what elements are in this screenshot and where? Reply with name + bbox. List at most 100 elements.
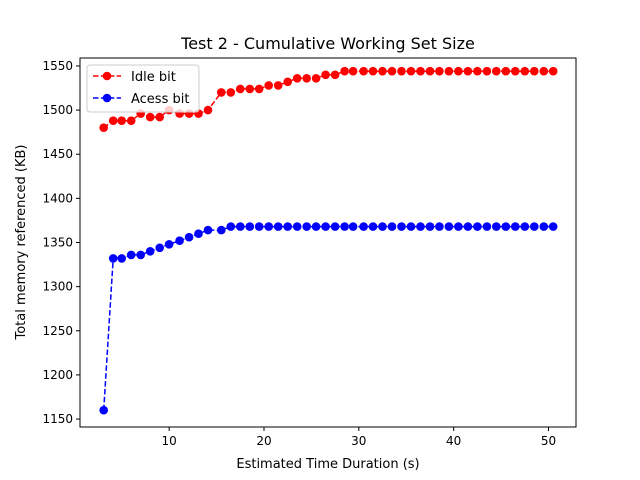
legend-item: Acess bit	[93, 92, 189, 107]
data-point	[311, 74, 321, 83]
data-point	[425, 66, 435, 76]
data-point	[99, 123, 108, 132]
data-point	[108, 116, 118, 125]
data-point	[184, 232, 194, 242]
data-point	[321, 222, 330, 231]
data-point	[454, 66, 463, 76]
data-point	[99, 405, 108, 415]
data-point	[473, 222, 482, 231]
data-point	[217, 225, 226, 235]
legend-label: Acess bit	[131, 92, 189, 107]
data-point	[548, 66, 558, 76]
y-tick-label: 1350	[42, 236, 73, 250]
data-point	[348, 66, 358, 76]
data-point	[501, 66, 511, 76]
data-point	[311, 222, 321, 231]
data-point	[444, 222, 454, 231]
data-point	[226, 222, 236, 231]
data-point	[245, 222, 255, 231]
data-point	[236, 222, 245, 231]
data-point	[348, 222, 358, 231]
data-point	[175, 236, 184, 245]
legend: Idle bit Acess bit	[86, 64, 200, 113]
data-point	[530, 66, 539, 76]
series-1	[99, 222, 558, 415]
data-point	[397, 66, 406, 76]
data-point	[368, 66, 378, 76]
data-point	[501, 222, 511, 231]
x-tick-label: 10	[162, 434, 177, 448]
data-point	[292, 74, 302, 83]
data-point	[117, 254, 126, 263]
y-axis: 1150 1200 1250 1300 1350 1400 1450 1500 1550	[42, 59, 80, 426]
data-point	[416, 66, 425, 76]
data-point	[482, 66, 492, 76]
chart-title: Test 2 - Cumulative Working Set Size	[180, 34, 475, 53]
data-point	[330, 70, 340, 80]
data-point	[359, 66, 368, 76]
data-point	[126, 250, 136, 260]
data-point	[482, 222, 492, 231]
y-tick-label: 1300	[42, 280, 73, 294]
data-point	[321, 70, 330, 80]
data-point	[283, 77, 293, 87]
x-tick-label: 50	[541, 434, 556, 448]
data-point	[539, 66, 549, 76]
y-tick-label: 1150	[42, 412, 73, 426]
data-point	[435, 222, 444, 231]
data-point	[302, 222, 312, 231]
legend-item: Idle bit	[93, 70, 176, 85]
data-point	[283, 222, 293, 231]
data-point	[340, 66, 349, 76]
data-point	[264, 81, 274, 90]
x-tick-label: 30	[351, 434, 366, 448]
data-point	[273, 81, 283, 90]
data-point	[194, 229, 203, 238]
y-tick-label: 1200	[42, 368, 73, 382]
data-point	[117, 116, 126, 125]
data-point	[454, 222, 463, 231]
data-point	[155, 112, 164, 122]
data-point	[378, 66, 387, 76]
data-point	[387, 66, 397, 76]
data-point	[530, 222, 539, 231]
x-axis-label: Estimated Time Duration (s)	[236, 457, 419, 472]
data-point	[302, 74, 312, 83]
data-point	[126, 116, 136, 125]
data-point	[444, 66, 454, 76]
data-point	[245, 84, 255, 94]
data-point	[164, 240, 174, 249]
data-point	[473, 66, 482, 76]
legend-marker	[102, 93, 112, 103]
data-point	[492, 66, 501, 76]
legend-box	[86, 64, 200, 113]
data-point	[416, 222, 425, 231]
y-axis-label: Total memory referenced (KB)	[14, 145, 29, 341]
plot-area	[99, 66, 558, 415]
data-point	[435, 66, 444, 76]
data-point	[108, 254, 118, 263]
data-point	[511, 66, 520, 76]
data-point	[217, 88, 226, 97]
y-tick-label: 1500	[42, 103, 73, 117]
data-point	[330, 222, 340, 231]
data-point	[226, 88, 236, 97]
data-point	[236, 84, 245, 94]
x-tick-label: 40	[446, 434, 461, 448]
y-tick-label: 1250	[42, 324, 73, 338]
y-tick-label: 1400	[42, 191, 73, 205]
data-point	[520, 222, 530, 231]
data-point	[292, 222, 302, 231]
data-point	[425, 222, 435, 231]
data-point	[359, 222, 368, 231]
data-point	[136, 250, 145, 260]
data-point	[406, 66, 416, 76]
x-axis: 10 20 30 40 50	[162, 427, 556, 448]
data-point	[406, 222, 416, 231]
legend-marker	[102, 71, 112, 81]
data-point	[492, 222, 501, 231]
data-point	[378, 222, 387, 231]
data-point	[539, 222, 549, 231]
data-point	[520, 66, 530, 76]
